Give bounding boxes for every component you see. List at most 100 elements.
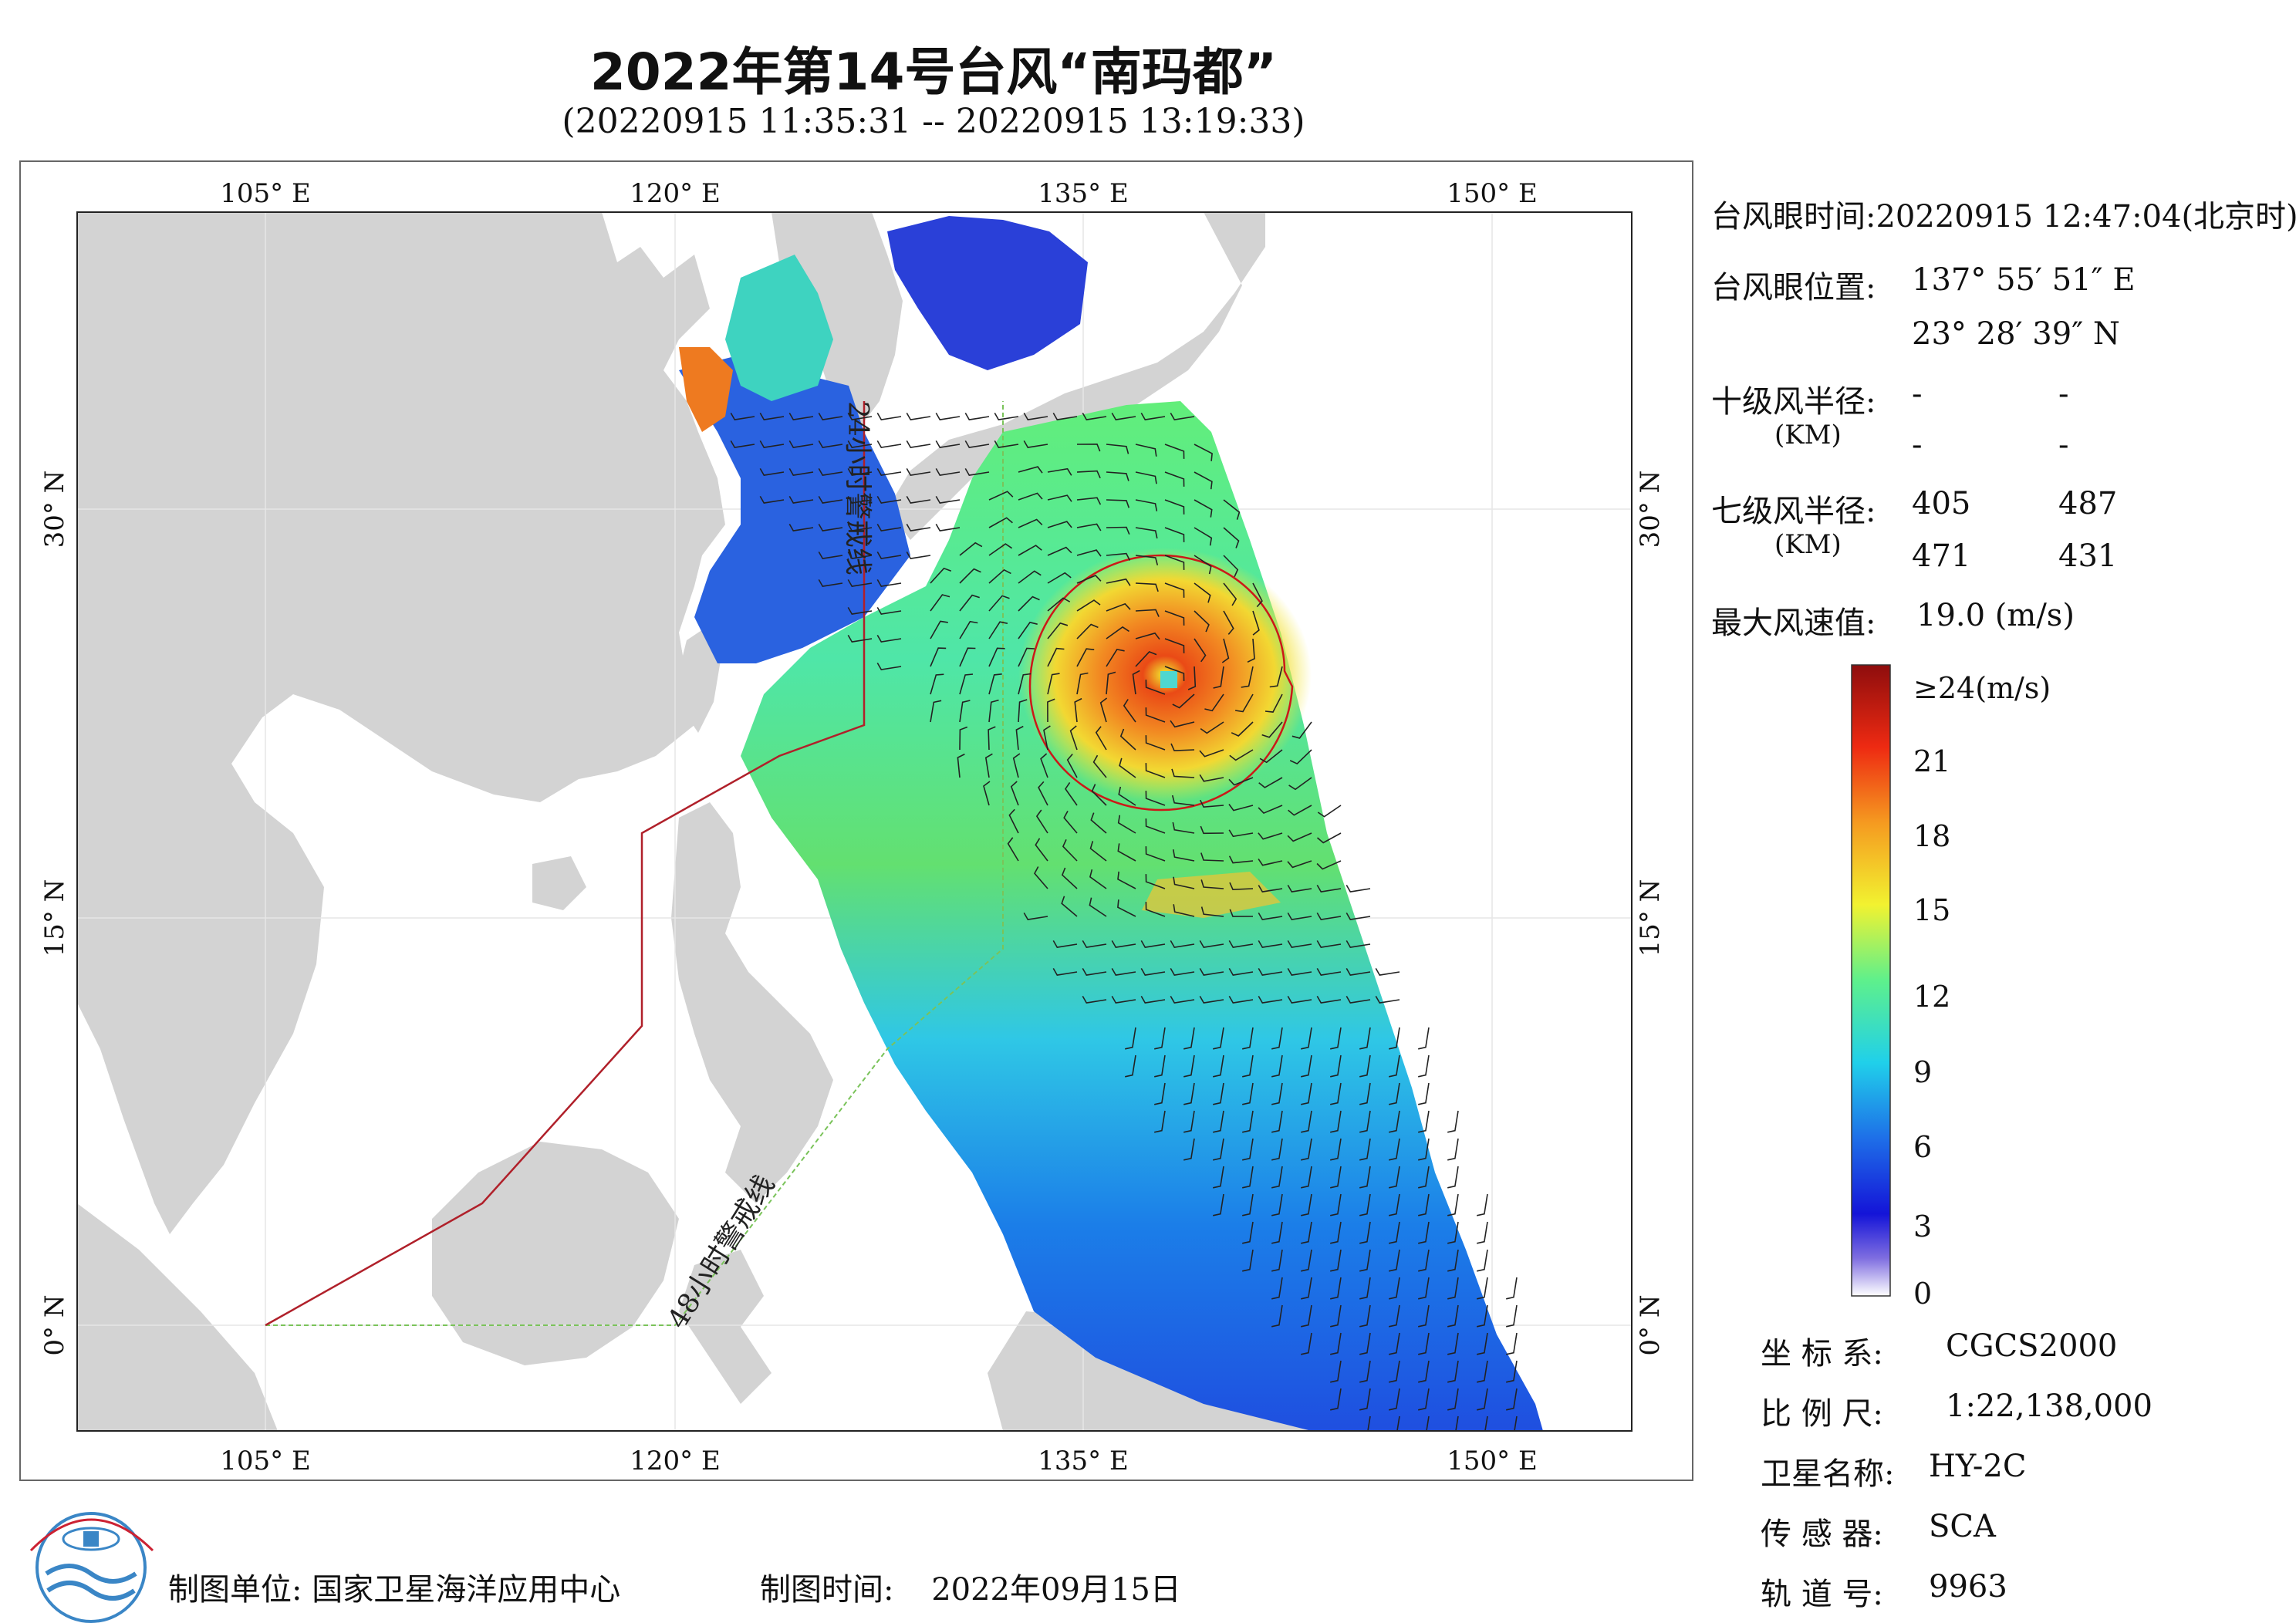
wind-barb xyxy=(788,440,814,448)
wind-barb xyxy=(1389,1249,1400,1272)
wind-barb xyxy=(730,440,755,448)
wind-barb xyxy=(847,635,873,643)
wind-barb xyxy=(1418,1304,1430,1328)
wind-barb xyxy=(1389,1332,1400,1355)
wind-barb xyxy=(847,552,873,559)
wind-barb xyxy=(1271,1166,1283,1189)
wind-barb xyxy=(1023,413,1048,420)
wind-barb xyxy=(1076,470,1101,479)
wind-barb xyxy=(1231,721,1254,737)
asian-mainland xyxy=(77,212,725,1234)
wind-barb xyxy=(1301,1304,1312,1328)
wind-barb xyxy=(906,413,931,420)
sumatra xyxy=(77,1203,278,1431)
wind-barb xyxy=(1389,1166,1400,1189)
sat-value: HY-2C xyxy=(1929,1449,2027,1484)
lon-ticks-top: 105° E 120° E 135° E 150° E xyxy=(220,178,1538,209)
wind-barb xyxy=(1123,699,1136,723)
wind-barb xyxy=(1389,1027,1400,1050)
typhoon-eye xyxy=(1160,671,1177,688)
lon-tick-top-150: 150° E xyxy=(1447,178,1538,209)
wind-barb xyxy=(759,496,785,504)
wind-barb xyxy=(1396,1415,1400,1431)
wind-barb xyxy=(1007,837,1019,862)
wind-barb xyxy=(1330,1277,1342,1300)
wind-barb xyxy=(1145,818,1166,834)
wind-barb xyxy=(1154,1082,1166,1105)
eye-pos-label: 台风眼位置: xyxy=(1711,270,1876,305)
colorbar-label-6: 6 xyxy=(1913,1130,1932,1164)
wind-barb xyxy=(1359,1221,1371,1244)
wind-barb xyxy=(1018,492,1043,501)
wind-barb xyxy=(1287,968,1312,976)
colorbar-label-21: 21 xyxy=(1913,744,1950,778)
wind-barb xyxy=(1346,940,1371,948)
wind-barb xyxy=(1194,582,1211,603)
wind-barb xyxy=(1261,721,1283,738)
wind-barb xyxy=(1076,497,1102,505)
wind-barb xyxy=(1346,913,1371,920)
wind-barb xyxy=(847,607,873,615)
wind-barb xyxy=(959,542,983,556)
wind-barb xyxy=(1069,725,1078,751)
r7-label: 七级风半径: xyxy=(1711,494,1876,529)
wind-barb xyxy=(1035,809,1048,834)
max-wind-label: 最大风速值: xyxy=(1711,606,1876,641)
map-title: 2022年第14号台风“南玛都” xyxy=(589,42,1278,102)
wind-barb xyxy=(1271,1277,1283,1300)
wind-barb xyxy=(1418,1166,1430,1189)
wind-barb xyxy=(1359,1304,1371,1328)
wind-barb xyxy=(1125,1054,1136,1078)
wind-barb xyxy=(1164,638,1185,653)
wind-barb xyxy=(876,607,902,615)
wind-barb xyxy=(906,440,931,448)
wind-barb xyxy=(1506,1304,1518,1328)
wind-barb xyxy=(1164,610,1185,626)
wind-barb xyxy=(1043,725,1051,751)
wind-barb xyxy=(1076,623,1099,639)
wind-barb xyxy=(1170,720,1195,728)
wind-barb xyxy=(1229,909,1254,917)
wind-barb xyxy=(1135,650,1157,667)
wind-barb xyxy=(1154,1054,1166,1078)
wind-barb xyxy=(876,663,902,670)
crs-label: 坐 标 系: xyxy=(1761,1336,1883,1372)
wind-barb xyxy=(1447,1277,1459,1300)
wind-barb xyxy=(1140,968,1166,976)
wind-barb xyxy=(1204,693,1224,712)
wind-barb xyxy=(818,413,843,420)
wind-barb xyxy=(1330,1360,1342,1383)
wind-barb xyxy=(1228,777,1254,786)
wind-barb xyxy=(788,524,814,531)
wind-barb xyxy=(1047,622,1069,639)
wind-barb xyxy=(1194,610,1210,633)
wind-barb xyxy=(1301,1221,1312,1244)
lat-tick-left-15: 15° N xyxy=(39,879,70,957)
crs-value: CGCS2000 xyxy=(1946,1328,2118,1364)
wind-barb xyxy=(1111,940,1136,948)
wind-barb xyxy=(1477,1332,1488,1355)
colorbar-label-24: ≥24(m/s) xyxy=(1913,671,2051,705)
wind-barb xyxy=(1330,1110,1342,1133)
r10-unit: (KM) xyxy=(1774,420,1842,450)
wind-barb xyxy=(1194,638,1207,663)
wind-barb xyxy=(1145,735,1166,751)
wind-barb xyxy=(1389,1277,1400,1300)
wind-barb xyxy=(1172,849,1195,862)
wind-barb xyxy=(1010,781,1019,806)
wind-barb xyxy=(1018,518,1043,528)
wind-barb xyxy=(1316,940,1342,948)
wind-barb xyxy=(1106,602,1131,612)
wind-barb xyxy=(1047,647,1065,667)
wind-barb xyxy=(1271,1304,1283,1328)
lon-ticks-bottom: 105° E 120° E 135° E 150° E xyxy=(220,1446,1538,1476)
wind-barb xyxy=(1076,549,1102,557)
map-subtitle: (20220915 11:35:31 -- 20220915 13:19:33) xyxy=(562,102,1305,141)
wind-barb xyxy=(994,413,1019,420)
wind-barb xyxy=(1135,444,1157,457)
wind-barb xyxy=(1199,749,1224,758)
wind-barb xyxy=(1389,1082,1400,1105)
wind-barb xyxy=(1477,1193,1488,1216)
wind-barb xyxy=(1213,1138,1224,1161)
wind-barb xyxy=(1389,1304,1400,1328)
